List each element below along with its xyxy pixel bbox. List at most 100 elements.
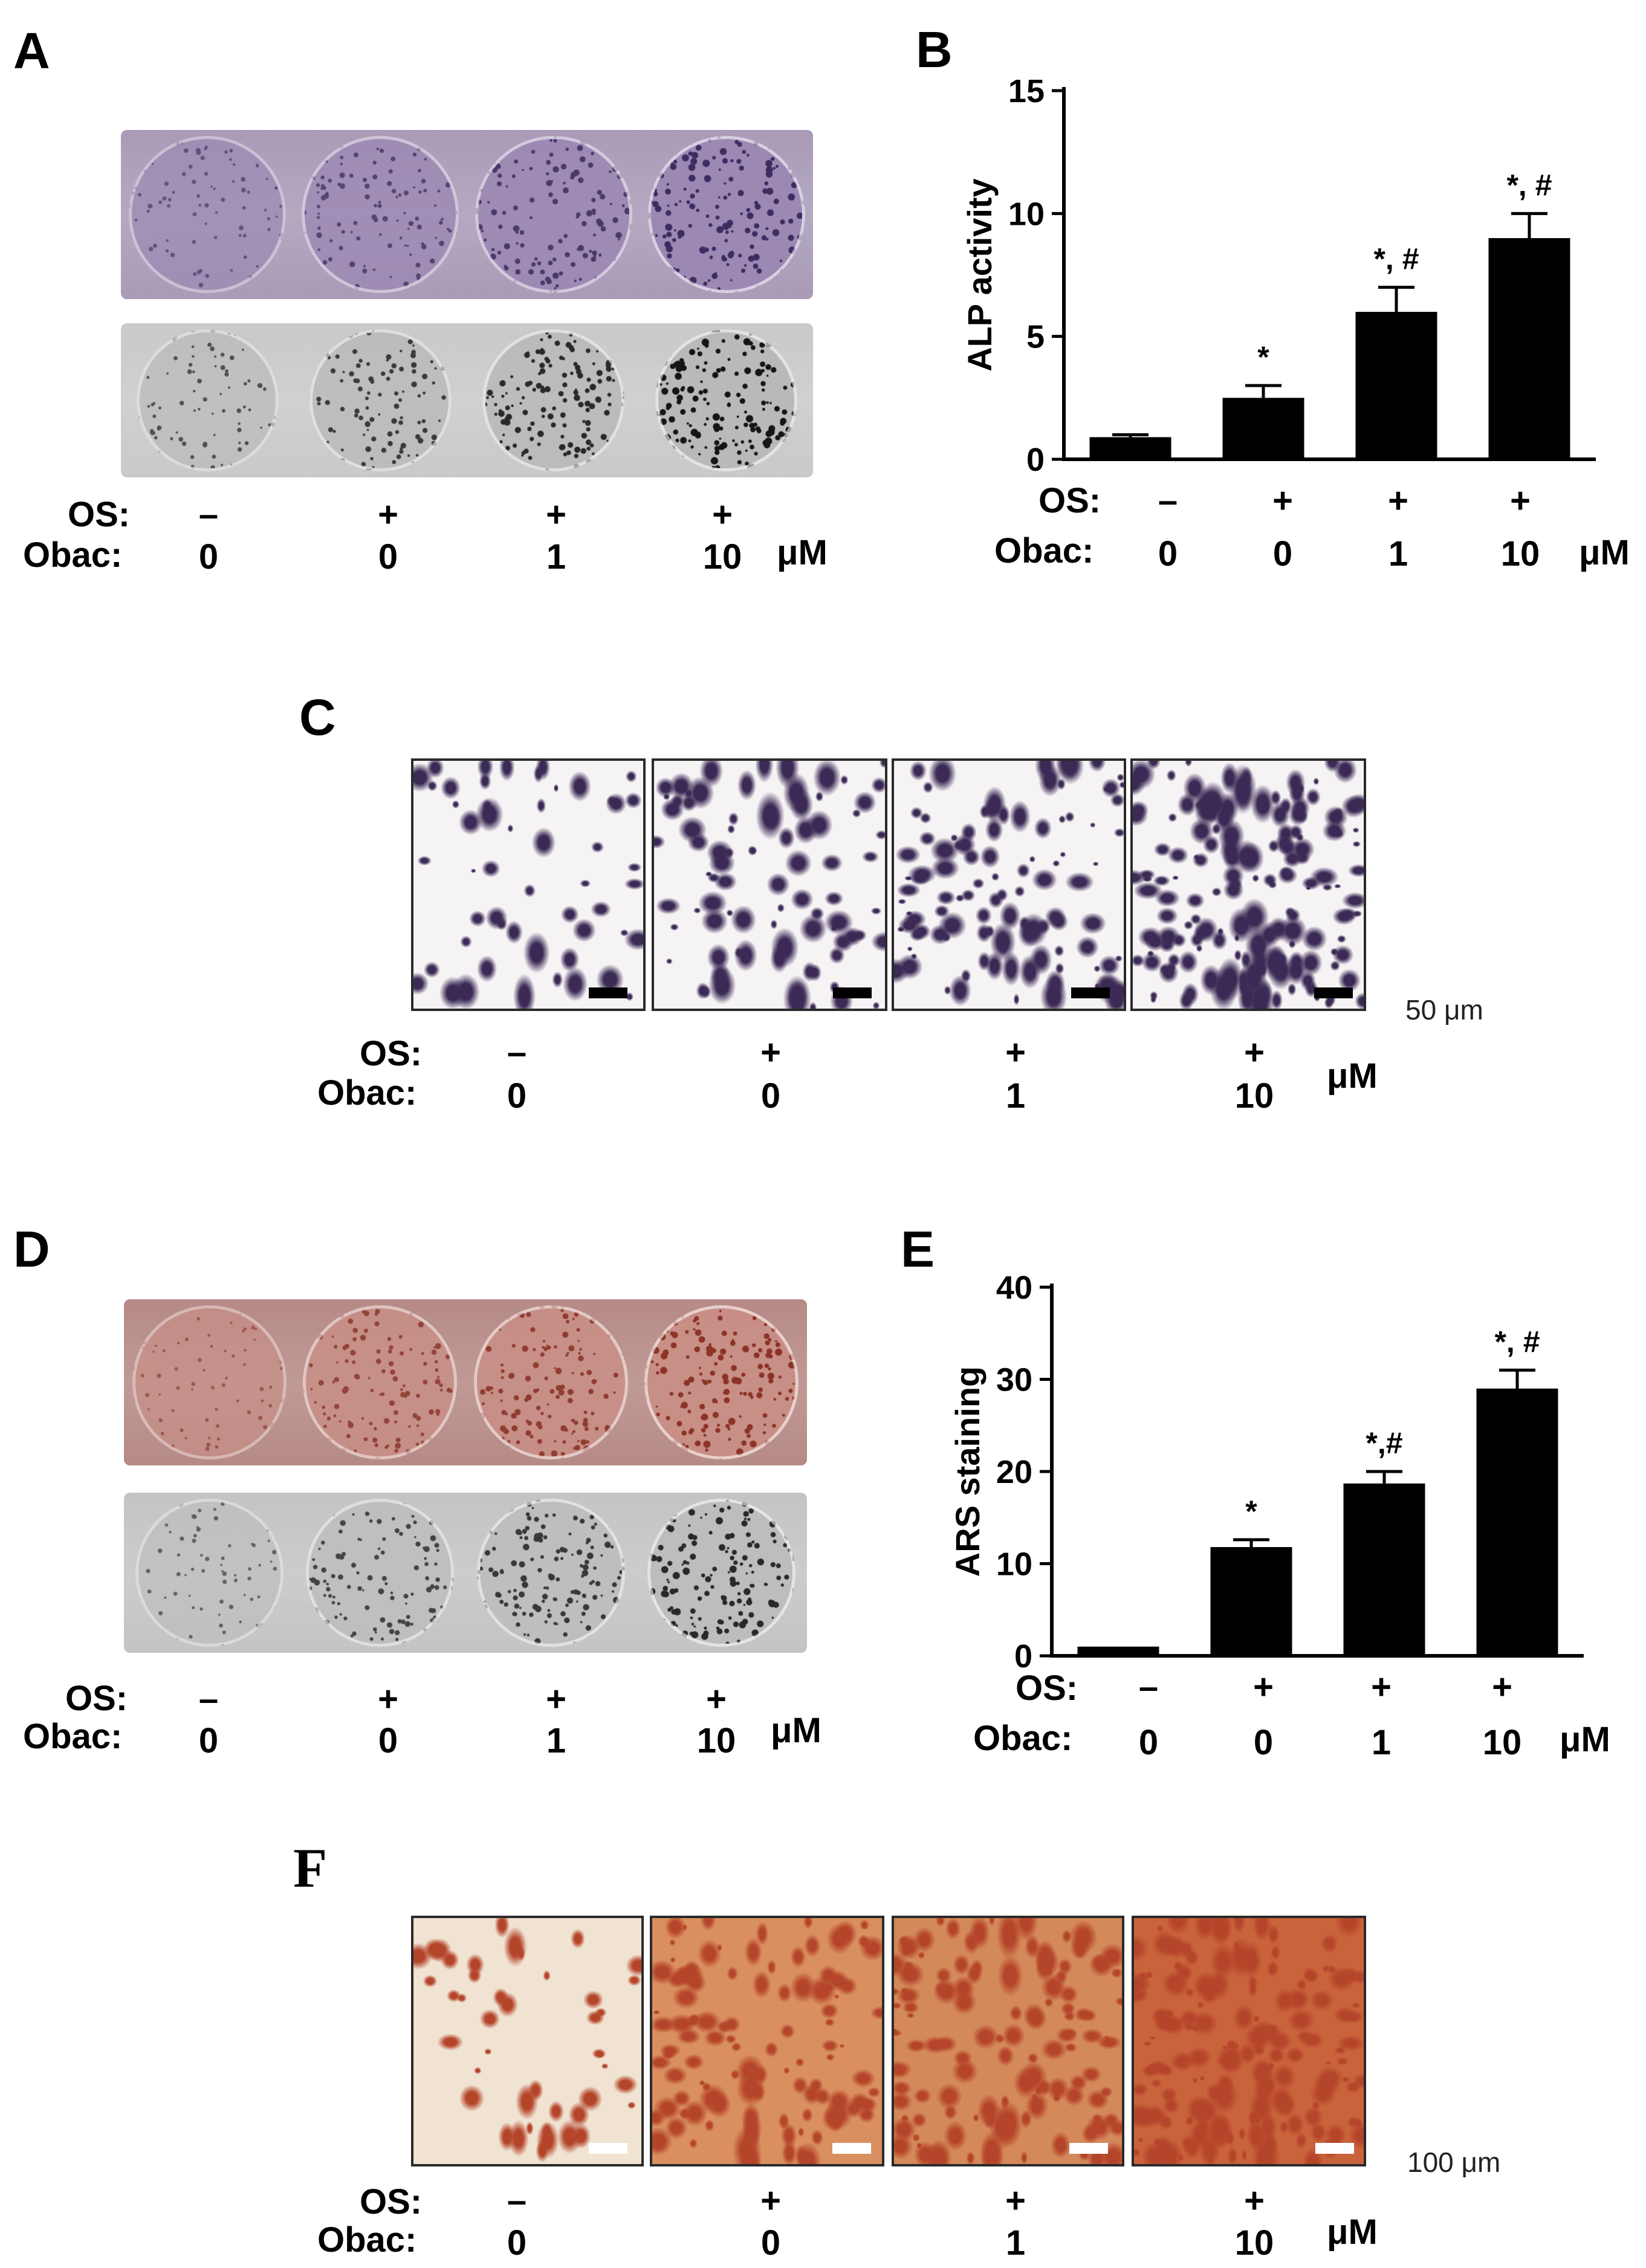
significance-label-4: *, # xyxy=(1494,1325,1540,1359)
panel-c-os-1: – xyxy=(507,1033,527,1072)
panel-f-image-4 xyxy=(1132,1916,1366,2166)
panel-f-os-4: + xyxy=(1244,2181,1265,2220)
bar-4 xyxy=(1476,1388,1558,1656)
panel-a-os-4: + xyxy=(712,495,733,534)
panel-b-chart: 0 5 10 15 ALP activity * *, # *, # xyxy=(961,73,1596,477)
panel-f-os-2: + xyxy=(760,2181,781,2220)
bar-3 xyxy=(1343,1483,1425,1656)
panel-c-os-2: + xyxy=(760,1033,781,1072)
y-tick-label: 40 xyxy=(996,1270,1032,1306)
panel-d-os-label: OS: xyxy=(65,1679,128,1718)
y-tick-label: 5 xyxy=(1026,319,1045,355)
y-axis-title: ALP activity xyxy=(961,178,999,372)
significance-label-3: *, # xyxy=(1373,242,1419,276)
panel-f-os-3: + xyxy=(1005,2181,1026,2220)
y-tick-label: 0 xyxy=(1014,1638,1032,1674)
bar-1 xyxy=(1089,437,1171,459)
panel-e-obac-4: 10 xyxy=(1482,1723,1522,1762)
panel-a-gray-plate xyxy=(121,323,813,477)
panel-b-os-label: OS: xyxy=(1038,481,1101,520)
panel-a-unit: μM xyxy=(777,533,828,572)
panel-a-purple-plate xyxy=(121,130,813,299)
y-tick-label: 30 xyxy=(996,1362,1032,1398)
panel-d-obac-1: 0 xyxy=(198,1721,219,1760)
panel-b-os-1: – xyxy=(1158,481,1178,520)
panel-c-obac-label: Obac: xyxy=(317,1073,417,1113)
panel-f-scale-label: 100 μm xyxy=(1407,2147,1501,2178)
panel-f-image-3 xyxy=(892,1916,1124,2166)
y-tick-label: 15 xyxy=(1008,73,1045,109)
panel-c-image-2 xyxy=(652,758,887,1011)
panel-e-obac-2: 0 xyxy=(1253,1723,1274,1762)
panel-b-obac-2: 0 xyxy=(1272,534,1293,573)
panel-a-letter: A xyxy=(13,22,50,79)
panel-e-os-2: + xyxy=(1253,1667,1274,1707)
panel-f-obac-1: 0 xyxy=(507,2223,527,2263)
panel-b-os-2: + xyxy=(1272,481,1293,520)
well-3 xyxy=(473,1305,628,1459)
panel-a-obac-4: 10 xyxy=(702,537,742,577)
panel-c-image-4 xyxy=(1130,758,1366,1011)
panel-d-os-2: + xyxy=(378,1679,398,1719)
panel-c-image-1 xyxy=(411,758,646,1011)
panel-d-gray-plate xyxy=(124,1493,807,1653)
bar-2 xyxy=(1222,398,1304,459)
panel-b-letter: B xyxy=(916,21,953,78)
y-tick-label: 10 xyxy=(996,1546,1032,1583)
significance-label-2: * xyxy=(1245,1494,1257,1528)
well-2 xyxy=(309,329,452,471)
y-tick-label: 20 xyxy=(996,1454,1032,1490)
panel-f-image-2 xyxy=(650,1916,884,2166)
panel-c-letter: C xyxy=(299,689,336,746)
y-axis-title: ARS staining xyxy=(948,1366,987,1577)
panel-d-obac-2: 0 xyxy=(378,1721,398,1760)
well-4 xyxy=(655,329,798,471)
panel-c-scale-label: 50 μm xyxy=(1405,994,1483,1026)
panel-a-obac-3: 1 xyxy=(546,537,566,577)
panel-c-obac-2: 0 xyxy=(760,1076,781,1116)
panel-a-obac-1: 0 xyxy=(198,537,219,577)
panel-b-unit: μM xyxy=(1579,533,1630,572)
panel-b-os-4: + xyxy=(1510,481,1531,520)
significance-label-3: *,# xyxy=(1366,1426,1402,1460)
well-3 xyxy=(475,136,632,293)
panel-e-obac-label: Obac: xyxy=(973,1719,1073,1758)
panel-c-os-3: + xyxy=(1005,1033,1026,1072)
bar-1 xyxy=(1077,1646,1159,1656)
panel-c-image-3 xyxy=(892,758,1126,1011)
panel-a-os-label: OS: xyxy=(68,495,131,534)
panel-b-obac-4: 10 xyxy=(1500,534,1540,573)
panel-c-obac-1: 0 xyxy=(507,1076,527,1116)
panel-b-os-3: + xyxy=(1388,481,1408,520)
panel-a-os-1: – xyxy=(198,495,219,534)
panel-a-os-3: + xyxy=(546,495,566,534)
panel-c-unit: μM xyxy=(1327,1056,1378,1096)
well-1 xyxy=(136,329,279,471)
well-1 xyxy=(132,1305,287,1459)
well-2 xyxy=(303,1305,458,1459)
panel-f-obac-2: 0 xyxy=(760,2223,781,2263)
panel-f-obac-3: 1 xyxy=(1005,2223,1026,2263)
well-1 xyxy=(135,1499,284,1647)
panel-d-red-plate xyxy=(124,1299,807,1465)
panel-d-obac-4: 10 xyxy=(696,1721,736,1760)
panel-f-image-1 xyxy=(411,1916,644,2166)
panel-d-letter: D xyxy=(13,1221,50,1278)
well-3 xyxy=(482,329,625,471)
panel-e-os-3: + xyxy=(1371,1667,1392,1707)
panel-d-unit: μM xyxy=(771,1711,821,1750)
significance-label-4: *, # xyxy=(1506,168,1552,202)
panel-b-obac-3: 1 xyxy=(1388,534,1408,573)
panel-d-obac-3: 1 xyxy=(546,1721,566,1760)
panel-f-obac-4: 10 xyxy=(1234,2223,1274,2263)
panel-e-obac-3: 1 xyxy=(1371,1723,1392,1762)
y-tick-label: 10 xyxy=(1008,196,1045,232)
panel-d-os-1: – xyxy=(198,1679,219,1719)
panel-c-obac-4: 10 xyxy=(1234,1076,1274,1116)
bar-3 xyxy=(1355,312,1437,459)
significance-label-2: * xyxy=(1257,340,1269,374)
panel-a-os-2: + xyxy=(378,495,398,534)
panel-f-os-1: – xyxy=(507,2181,527,2220)
well-4 xyxy=(647,1499,796,1647)
bar-2 xyxy=(1210,1547,1292,1656)
